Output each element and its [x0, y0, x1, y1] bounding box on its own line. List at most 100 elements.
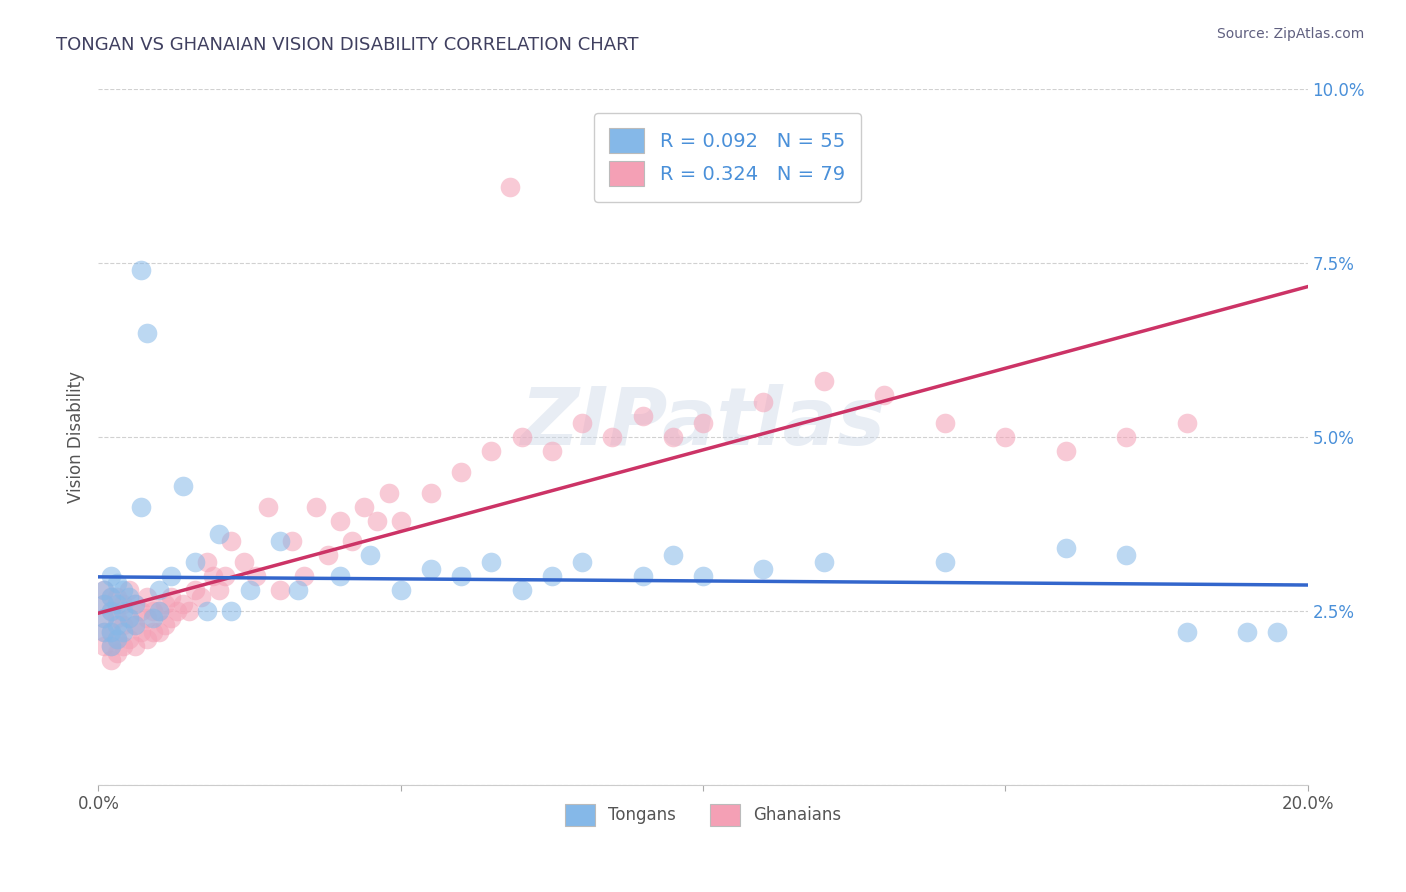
- Point: [510, 583, 533, 598]
- Point: [148, 604, 170, 618]
- Point: [190, 590, 212, 604]
- Point: [184, 583, 207, 598]
- Point: [118, 632, 141, 646]
- Point: [93, 597, 115, 611]
- Point: [245, 569, 267, 583]
- Point: [305, 500, 328, 514]
- Point: [342, 534, 364, 549]
- Point: [93, 624, 115, 639]
- Point: [450, 569, 472, 583]
- Point: [166, 604, 188, 618]
- Point: [873, 388, 896, 402]
- Point: [124, 597, 146, 611]
- Point: [135, 611, 157, 625]
- Point: [148, 604, 170, 618]
- Point: [93, 583, 115, 598]
- Point: [93, 597, 115, 611]
- Point: [129, 604, 152, 618]
- Point: [269, 534, 291, 549]
- Point: [661, 430, 683, 444]
- Point: [160, 611, 183, 625]
- Text: TONGAN VS GHANAIAN VISION DISABILITY CORRELATION CHART: TONGAN VS GHANAIAN VISION DISABILITY COR…: [56, 36, 638, 54]
- Point: [1175, 624, 1198, 639]
- Point: [93, 583, 115, 598]
- Point: [481, 444, 503, 458]
- Point: [481, 555, 503, 569]
- Point: [366, 514, 388, 528]
- Point: [389, 583, 412, 598]
- Point: [105, 597, 128, 611]
- Point: [329, 514, 352, 528]
- Point: [129, 500, 152, 514]
- Point: [135, 590, 157, 604]
- Point: [172, 479, 194, 493]
- Point: [153, 597, 176, 611]
- Point: [994, 430, 1017, 444]
- Point: [100, 590, 122, 604]
- Point: [752, 395, 775, 409]
- Point: [111, 624, 134, 639]
- Point: [232, 555, 254, 569]
- Point: [661, 549, 683, 563]
- Point: [195, 604, 218, 618]
- Point: [100, 653, 122, 667]
- Point: [1267, 624, 1289, 639]
- Point: [389, 514, 412, 528]
- Point: [142, 604, 165, 618]
- Point: [93, 611, 115, 625]
- Point: [142, 624, 165, 639]
- Point: [135, 326, 157, 340]
- Point: [813, 555, 835, 569]
- Point: [813, 375, 835, 389]
- Point: [160, 569, 183, 583]
- Point: [214, 569, 236, 583]
- Point: [105, 611, 128, 625]
- Point: [111, 639, 134, 653]
- Point: [934, 416, 956, 430]
- Point: [105, 590, 128, 604]
- Point: [105, 632, 128, 646]
- Point: [256, 500, 278, 514]
- Point: [118, 611, 141, 625]
- Point: [93, 611, 115, 625]
- Point: [631, 409, 654, 424]
- Point: [1115, 549, 1137, 563]
- Point: [124, 639, 146, 653]
- Point: [377, 485, 399, 500]
- Text: ZIPatlas: ZIPatlas: [520, 384, 886, 462]
- Point: [184, 555, 207, 569]
- Point: [1054, 444, 1077, 458]
- Point: [148, 624, 170, 639]
- Point: [208, 583, 231, 598]
- Point: [118, 583, 141, 598]
- Point: [100, 569, 122, 583]
- Point: [195, 555, 218, 569]
- Y-axis label: Vision Disability: Vision Disability: [66, 371, 84, 503]
- Point: [692, 416, 714, 430]
- Point: [1054, 541, 1077, 556]
- Point: [498, 179, 520, 194]
- Point: [281, 534, 304, 549]
- Point: [571, 555, 593, 569]
- Point: [1236, 624, 1258, 639]
- Point: [172, 597, 194, 611]
- Point: [571, 416, 593, 430]
- Point: [692, 569, 714, 583]
- Point: [111, 604, 134, 618]
- Point: [124, 618, 146, 632]
- Point: [105, 576, 128, 591]
- Point: [420, 562, 443, 576]
- Point: [148, 583, 170, 598]
- Point: [100, 604, 122, 618]
- Point: [239, 583, 262, 598]
- Point: [100, 624, 122, 639]
- Point: [105, 646, 128, 660]
- Legend: Tongans, Ghanaians: Tongans, Ghanaians: [558, 797, 848, 832]
- Point: [118, 590, 141, 604]
- Point: [752, 562, 775, 576]
- Point: [292, 569, 315, 583]
- Point: [631, 569, 654, 583]
- Point: [329, 569, 352, 583]
- Text: Source: ZipAtlas.com: Source: ZipAtlas.com: [1216, 27, 1364, 41]
- Point: [221, 534, 243, 549]
